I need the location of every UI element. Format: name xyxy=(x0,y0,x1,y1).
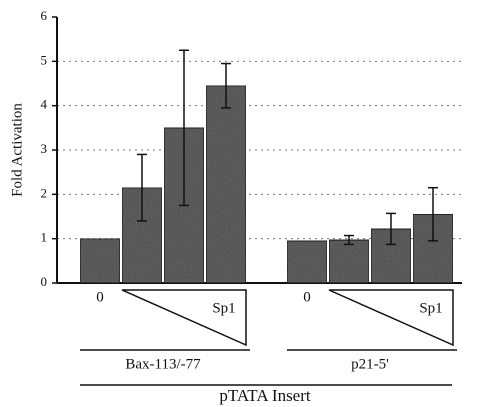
y-tick-label: 3 xyxy=(41,141,48,156)
bar xyxy=(412,213,454,284)
bar xyxy=(370,228,412,284)
bar xyxy=(286,240,328,284)
ramp-label: Sp1 xyxy=(212,300,235,316)
y-axis-label: Fold Activation xyxy=(9,103,25,197)
y-tick-label: 4 xyxy=(41,97,48,112)
bar xyxy=(328,239,370,284)
bar xyxy=(205,85,247,284)
y-tick-label: 2 xyxy=(41,185,48,200)
x-axis-label: pTATA Insert xyxy=(219,386,311,405)
zero-label: 0 xyxy=(96,289,104,305)
ramp-triangle xyxy=(121,289,247,347)
group-label: Bax-113/-77 xyxy=(125,356,201,372)
y-tick-label: 1 xyxy=(41,230,48,245)
y-tick-label: 5 xyxy=(41,52,48,67)
group-label: p21-5' xyxy=(351,356,389,372)
zero-label: 0 xyxy=(303,289,311,305)
ramp-label: Sp1 xyxy=(419,300,442,316)
bar xyxy=(79,238,121,284)
ramp-triangle xyxy=(328,289,454,347)
y-tick-label: 0 xyxy=(41,274,48,289)
y-tick-label: 6 xyxy=(41,8,48,23)
